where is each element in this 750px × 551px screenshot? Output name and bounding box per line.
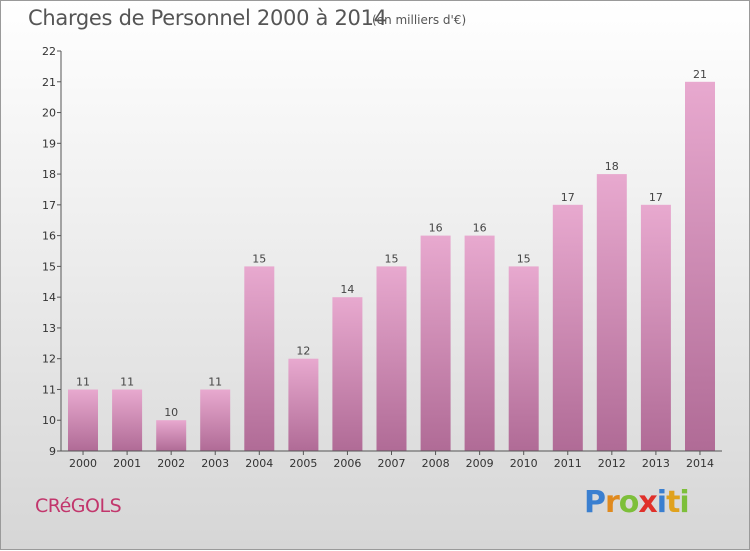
data-label-2010: 15 <box>517 252 531 265</box>
bar-2012 <box>596 174 627 451</box>
logo-letter: i <box>656 485 667 520</box>
chart-title: Charges de Personnel 2000 à 2014 <box>28 6 387 30</box>
labels-group: 11 2000 11 2001 10 2002 11 2003 15 2004 12 2005 14 20… <box>42 45 714 470</box>
y-tick-label-13: 13 <box>42 322 56 335</box>
bar-2004 <box>244 266 275 451</box>
data-label-2006: 14 <box>340 283 354 296</box>
bar-2001 <box>112 389 143 451</box>
bar-2000 <box>68 389 98 451</box>
y-tick-label-15: 15 <box>42 260 56 273</box>
y-tick-label-12: 12 <box>42 353 56 366</box>
x-tick-label-2006: 2006 <box>333 457 361 470</box>
y-tick-label-19: 19 <box>42 137 56 150</box>
bar-2014 <box>685 81 715 452</box>
bar-2002 <box>156 420 187 451</box>
x-tick-label-2010: 2010 <box>510 457 538 470</box>
logo-letter: P <box>584 485 606 520</box>
logo-letter: x <box>638 485 657 520</box>
bar-2011 <box>552 204 583 451</box>
logo-letter: t <box>666 485 680 520</box>
data-label-2001: 11 <box>120 376 134 389</box>
x-tick-label-2001: 2001 <box>113 457 141 470</box>
data-label-2007: 15 <box>385 252 399 265</box>
y-tick-label-21: 21 <box>42 76 56 89</box>
data-label-2004: 15 <box>252 252 266 265</box>
x-tick-label-2013: 2013 <box>642 457 670 470</box>
x-tick-label-2004: 2004 <box>245 457 273 470</box>
x-tick-label-2003: 2003 <box>201 457 229 470</box>
y-tick-label-10: 10 <box>42 414 56 427</box>
logo-letter: r <box>605 485 620 520</box>
x-tick-label-2005: 2005 <box>289 457 317 470</box>
data-label-2008: 16 <box>429 222 443 235</box>
x-tick-label-2000: 2000 <box>69 457 97 470</box>
y-tick-label-9: 9 <box>49 445 56 458</box>
x-tick-label-2008: 2008 <box>422 457 450 470</box>
data-label-2009: 16 <box>473 222 487 235</box>
data-label-2000: 11 <box>76 376 90 389</box>
x-tick-label-2012: 2012 <box>598 457 626 470</box>
data-label-2013: 17 <box>649 191 663 204</box>
data-label-2011: 17 <box>561 191 575 204</box>
chart-subtitle: (en milliers d'€) <box>372 13 467 27</box>
x-tick-label-2014: 2014 <box>686 457 714 470</box>
x-tick-label-2002: 2002 <box>157 457 185 470</box>
bar-2013 <box>640 204 671 451</box>
bar-2009 <box>464 235 495 451</box>
bar-2010 <box>508 266 539 451</box>
data-label-2002: 10 <box>164 406 178 419</box>
y-tick-label-22: 22 <box>42 45 56 58</box>
y-tick-label-17: 17 <box>42 199 56 212</box>
y-tick-label-11: 11 <box>42 384 56 397</box>
bar-2006 <box>332 297 363 451</box>
logo-letter: o <box>618 485 640 520</box>
data-label-2014: 21 <box>693 68 707 81</box>
x-tick-label-2011: 2011 <box>554 457 582 470</box>
axes-group <box>57 50 722 455</box>
y-tick-label-16: 16 <box>42 230 56 243</box>
x-tick-label-2009: 2009 <box>466 457 494 470</box>
data-label-2003: 11 <box>208 376 222 389</box>
data-label-2012: 18 <box>605 160 619 173</box>
bar-2005 <box>288 358 319 451</box>
commune-name: CRéGOLS <box>35 495 122 517</box>
bar-2007 <box>376 266 407 451</box>
data-label-2005: 12 <box>296 345 310 358</box>
logo-letter: i <box>679 485 689 520</box>
y-tick-label-14: 14 <box>42 291 56 304</box>
y-tick-label-20: 20 <box>42 107 56 120</box>
y-tick-label-18: 18 <box>42 168 56 181</box>
x-tick-label-2007: 2007 <box>378 457 406 470</box>
bars-group <box>68 81 715 452</box>
bar-2008 <box>420 235 451 451</box>
proxiti-logo: Proxiti <box>584 485 690 520</box>
bar-2003 <box>200 389 231 451</box>
